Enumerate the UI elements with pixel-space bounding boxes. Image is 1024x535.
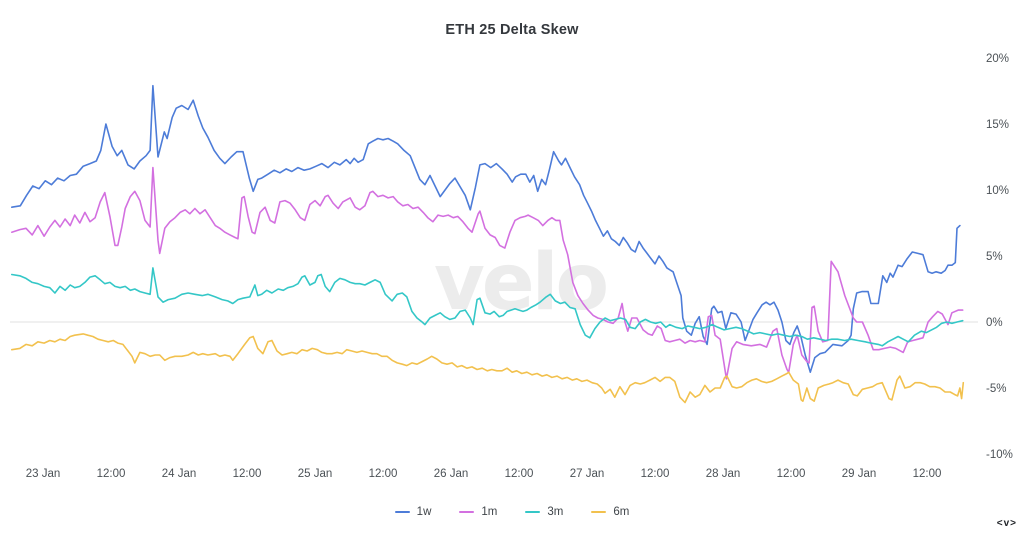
x-tick-label: 12:00 bbox=[505, 468, 534, 480]
legend-dash-icon bbox=[394, 510, 410, 514]
legend-item-6m[interactable]: 6m bbox=[591, 506, 629, 518]
y-tick-label: -5% bbox=[986, 383, 1006, 395]
y-tick-label: 0% bbox=[986, 317, 1003, 329]
x-tick-label: 25 Jan bbox=[298, 468, 333, 480]
legend: 1w 1m 3m 6m bbox=[0, 506, 1024, 518]
legend-item-3m[interactable]: 3m bbox=[525, 506, 563, 518]
legend-label: 1m bbox=[481, 506, 498, 518]
legend-label: 1w bbox=[416, 506, 432, 518]
x-tick-label: 12:00 bbox=[97, 468, 126, 480]
x-tick-label: 26 Jan bbox=[434, 468, 469, 480]
y-tick-label: 20% bbox=[986, 53, 1009, 65]
y-tick-label: 10% bbox=[986, 185, 1009, 197]
x-tick-label: 12:00 bbox=[913, 468, 942, 480]
legend-item-1m[interactable]: 1m bbox=[459, 506, 497, 518]
x-tick-label: 24 Jan bbox=[162, 468, 197, 480]
series-line-6m bbox=[11, 333, 965, 404]
legend-dash-icon bbox=[459, 510, 475, 514]
x-tick-label: 28 Jan bbox=[706, 468, 741, 480]
y-tick-label: 5% bbox=[986, 251, 1003, 263]
x-tick-label: 12:00 bbox=[233, 468, 262, 480]
legend-label: 3m bbox=[547, 506, 564, 518]
legend-dash-icon bbox=[591, 510, 607, 514]
x-tick-label: 12:00 bbox=[641, 468, 670, 480]
legend-dash-icon bbox=[525, 510, 541, 514]
x-tick-label: 27 Jan bbox=[570, 468, 605, 480]
page-title: ETH 25 Delta Skew bbox=[445, 22, 579, 38]
velo-watermark: velo bbox=[433, 238, 609, 328]
x-tick-label: 29 Jan bbox=[842, 468, 877, 480]
y-tick-label: 15% bbox=[986, 119, 1009, 131]
x-tick-label: 23 Jan bbox=[26, 468, 61, 480]
x-tick-label: 12:00 bbox=[369, 468, 398, 480]
x-tick-label: 12:00 bbox=[777, 468, 806, 480]
velo-brand-mark: <v> bbox=[996, 518, 1017, 529]
legend-label: 6m bbox=[613, 506, 630, 518]
series-line-1m bbox=[11, 166, 964, 380]
series-line-3m bbox=[11, 267, 964, 347]
series-line-1w bbox=[11, 84, 961, 374]
legend-item-1w[interactable]: 1w bbox=[394, 506, 432, 518]
y-tick-label: -10% bbox=[986, 449, 1013, 461]
